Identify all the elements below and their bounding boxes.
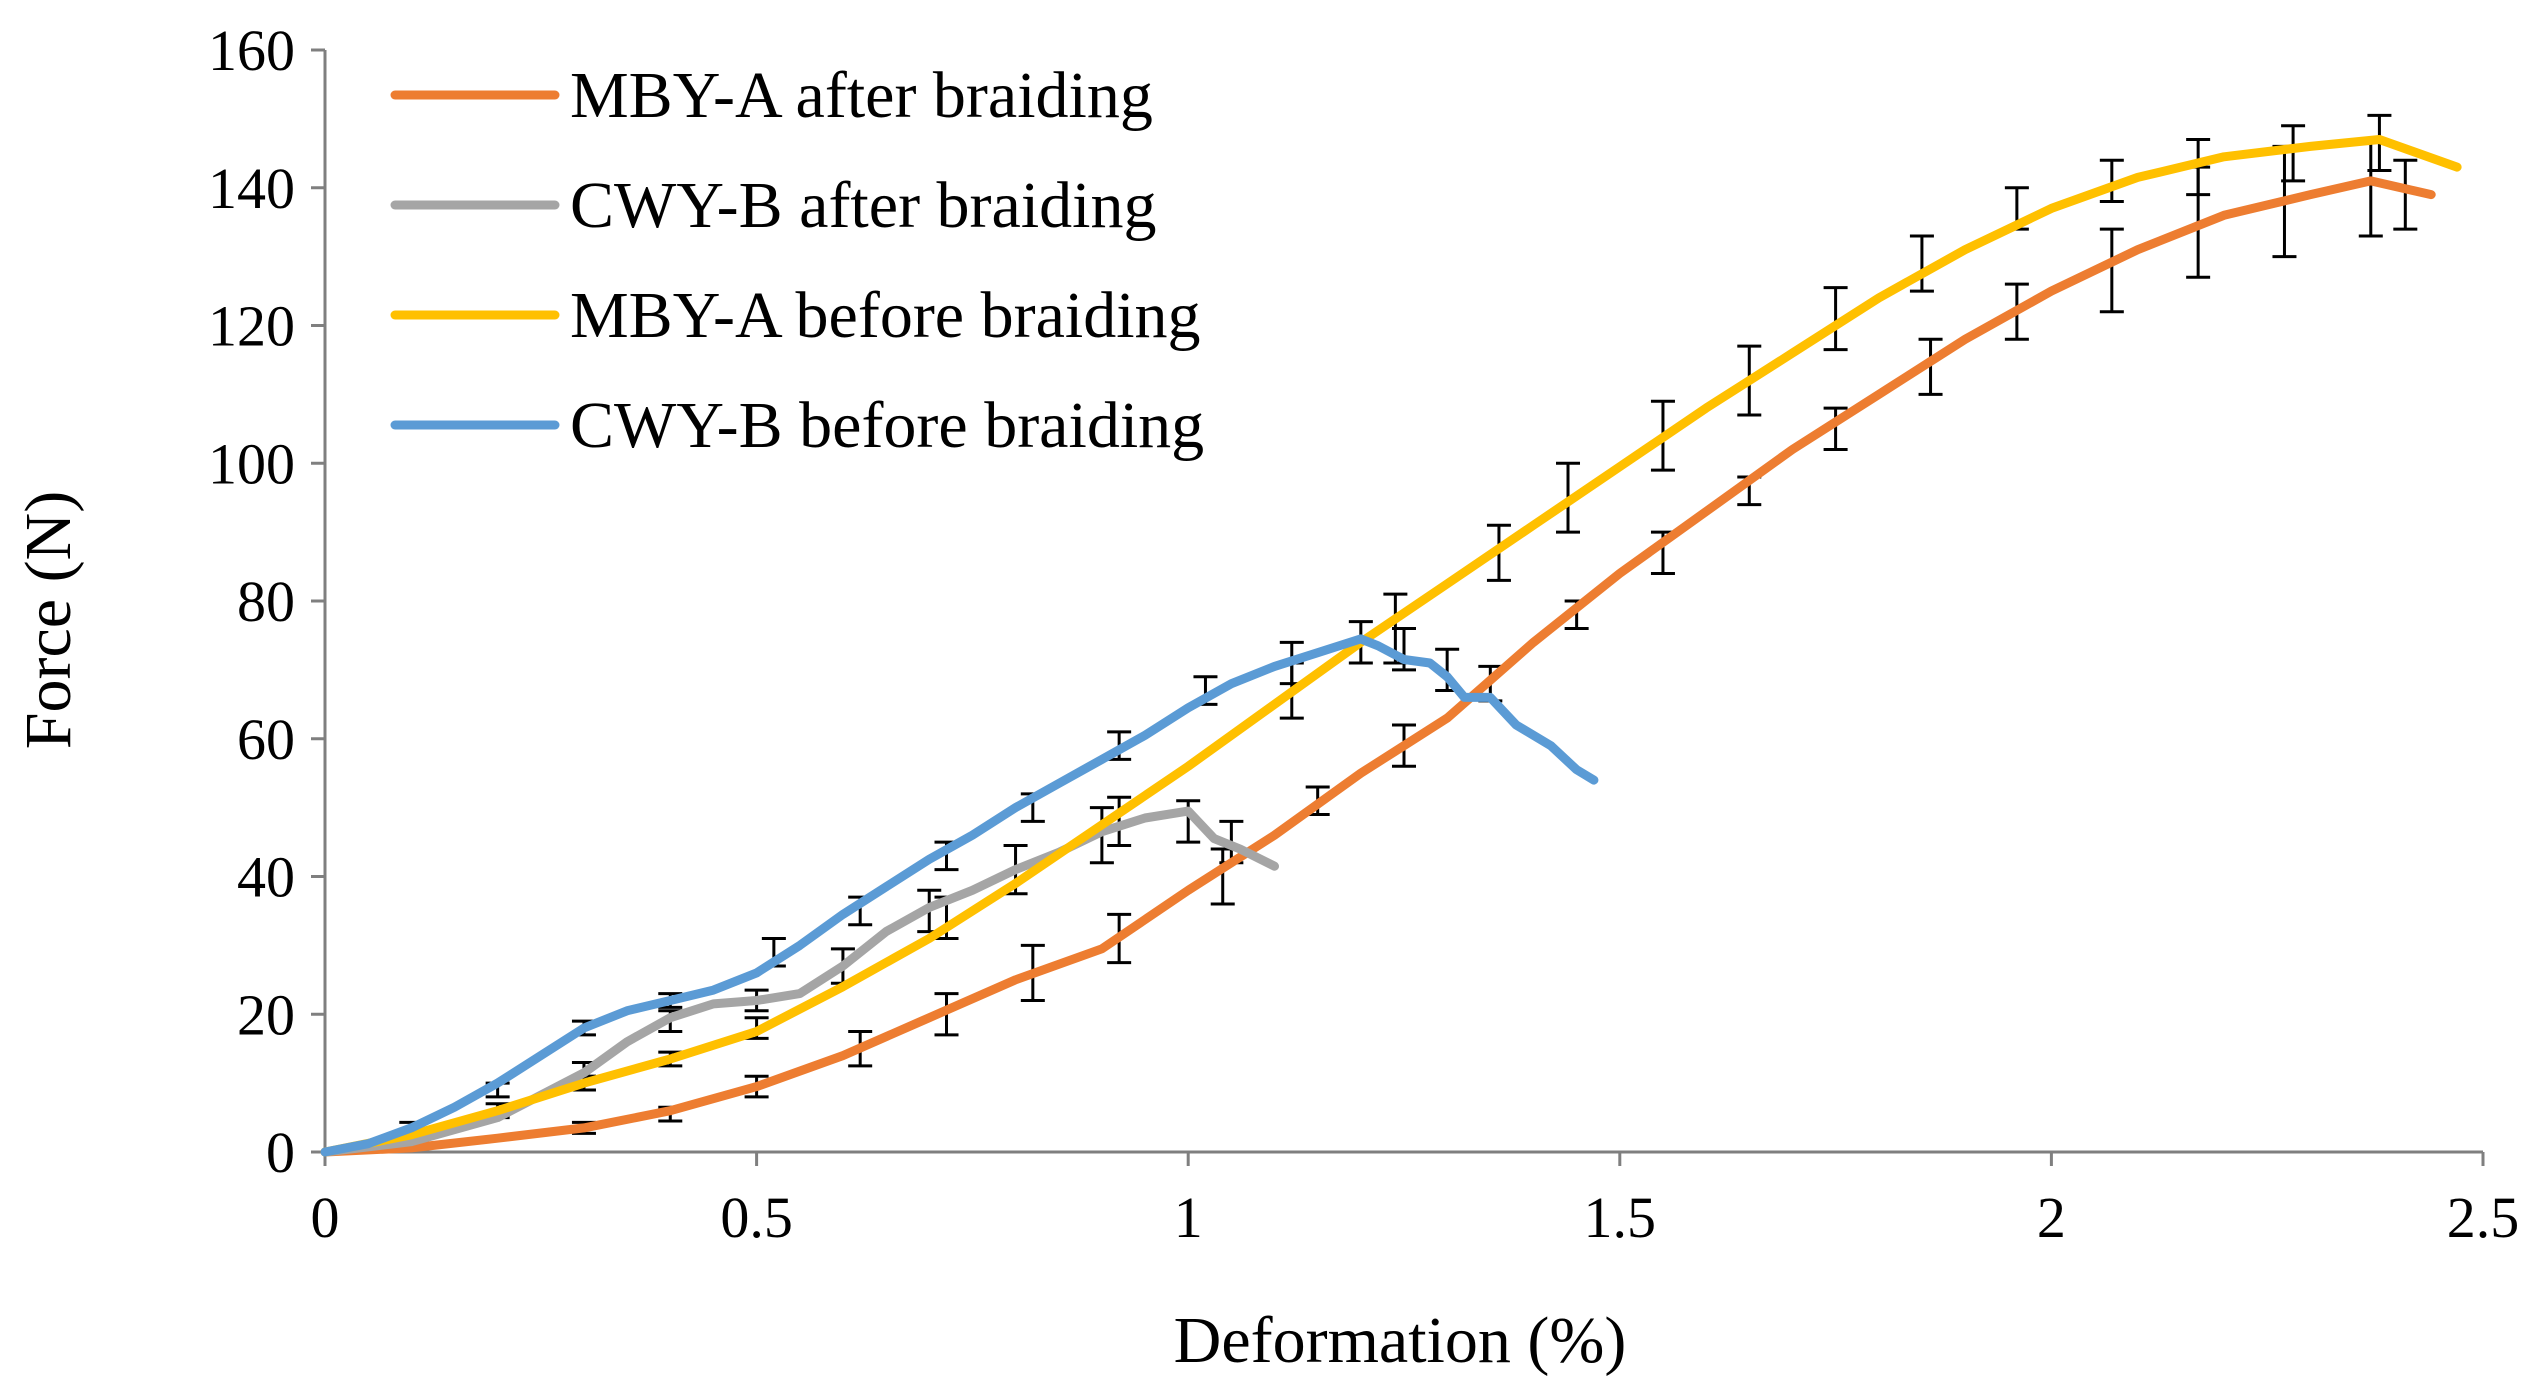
y-tick-label: 20 — [237, 982, 295, 1047]
legend: MBY-A after braiding CWY-B after braiding… — [390, 59, 1204, 462]
axes: 0 20 40 60 80 100 120 140 160 0 0.5 1 1.5 2 2.5 — [208, 18, 2519, 1250]
error-bar — [2281, 124, 2306, 183]
series-line — [320, 135, 2462, 1157]
x-tick-label: 2 — [2037, 1185, 2066, 1250]
x-tick-label: 1.5 — [1584, 1185, 1657, 1250]
error-bar — [2099, 158, 2124, 204]
error-bar — [1823, 406, 1848, 451]
series-lines — [320, 135, 2462, 1157]
legend-label: CWY-B before braiding — [570, 389, 1204, 462]
series-line — [320, 634, 1599, 1157]
y-tick-label: 60 — [237, 707, 295, 772]
error-bar — [1918, 337, 1943, 396]
y-tick-label: 140 — [208, 156, 295, 221]
x-tick-label: 1 — [1174, 1185, 1203, 1250]
error-bar — [1107, 795, 1132, 848]
error-bar — [2099, 227, 2124, 314]
legend-label: CWY-B after braiding — [570, 169, 1157, 242]
error-bar — [1823, 286, 1848, 352]
y-tick-label: 160 — [208, 18, 295, 83]
error-bar — [2393, 158, 2418, 231]
error-bars — [399, 113, 2418, 1135]
x-axis-title: Deformation (%) — [1174, 1304, 1627, 1377]
y-tick-label: 0 — [266, 1120, 295, 1185]
y-tick-label: 100 — [208, 431, 295, 496]
y-tick-label: 40 — [237, 845, 295, 910]
y-tick-label: 120 — [208, 294, 295, 359]
x-tick-label: 0 — [311, 1185, 340, 1250]
error-bar — [1909, 234, 1934, 293]
series-line — [320, 176, 2436, 1157]
y-axis-title: Force (N) — [12, 491, 85, 749]
legend-label: MBY-A after braiding — [570, 59, 1153, 132]
series-line — [320, 806, 1279, 1157]
legend-label: MBY-A before braiding — [570, 279, 1201, 352]
x-tick-label: 0.5 — [720, 1185, 793, 1250]
x-tick-label: 2.5 — [2447, 1185, 2520, 1250]
y-tick-label: 80 — [237, 569, 295, 634]
